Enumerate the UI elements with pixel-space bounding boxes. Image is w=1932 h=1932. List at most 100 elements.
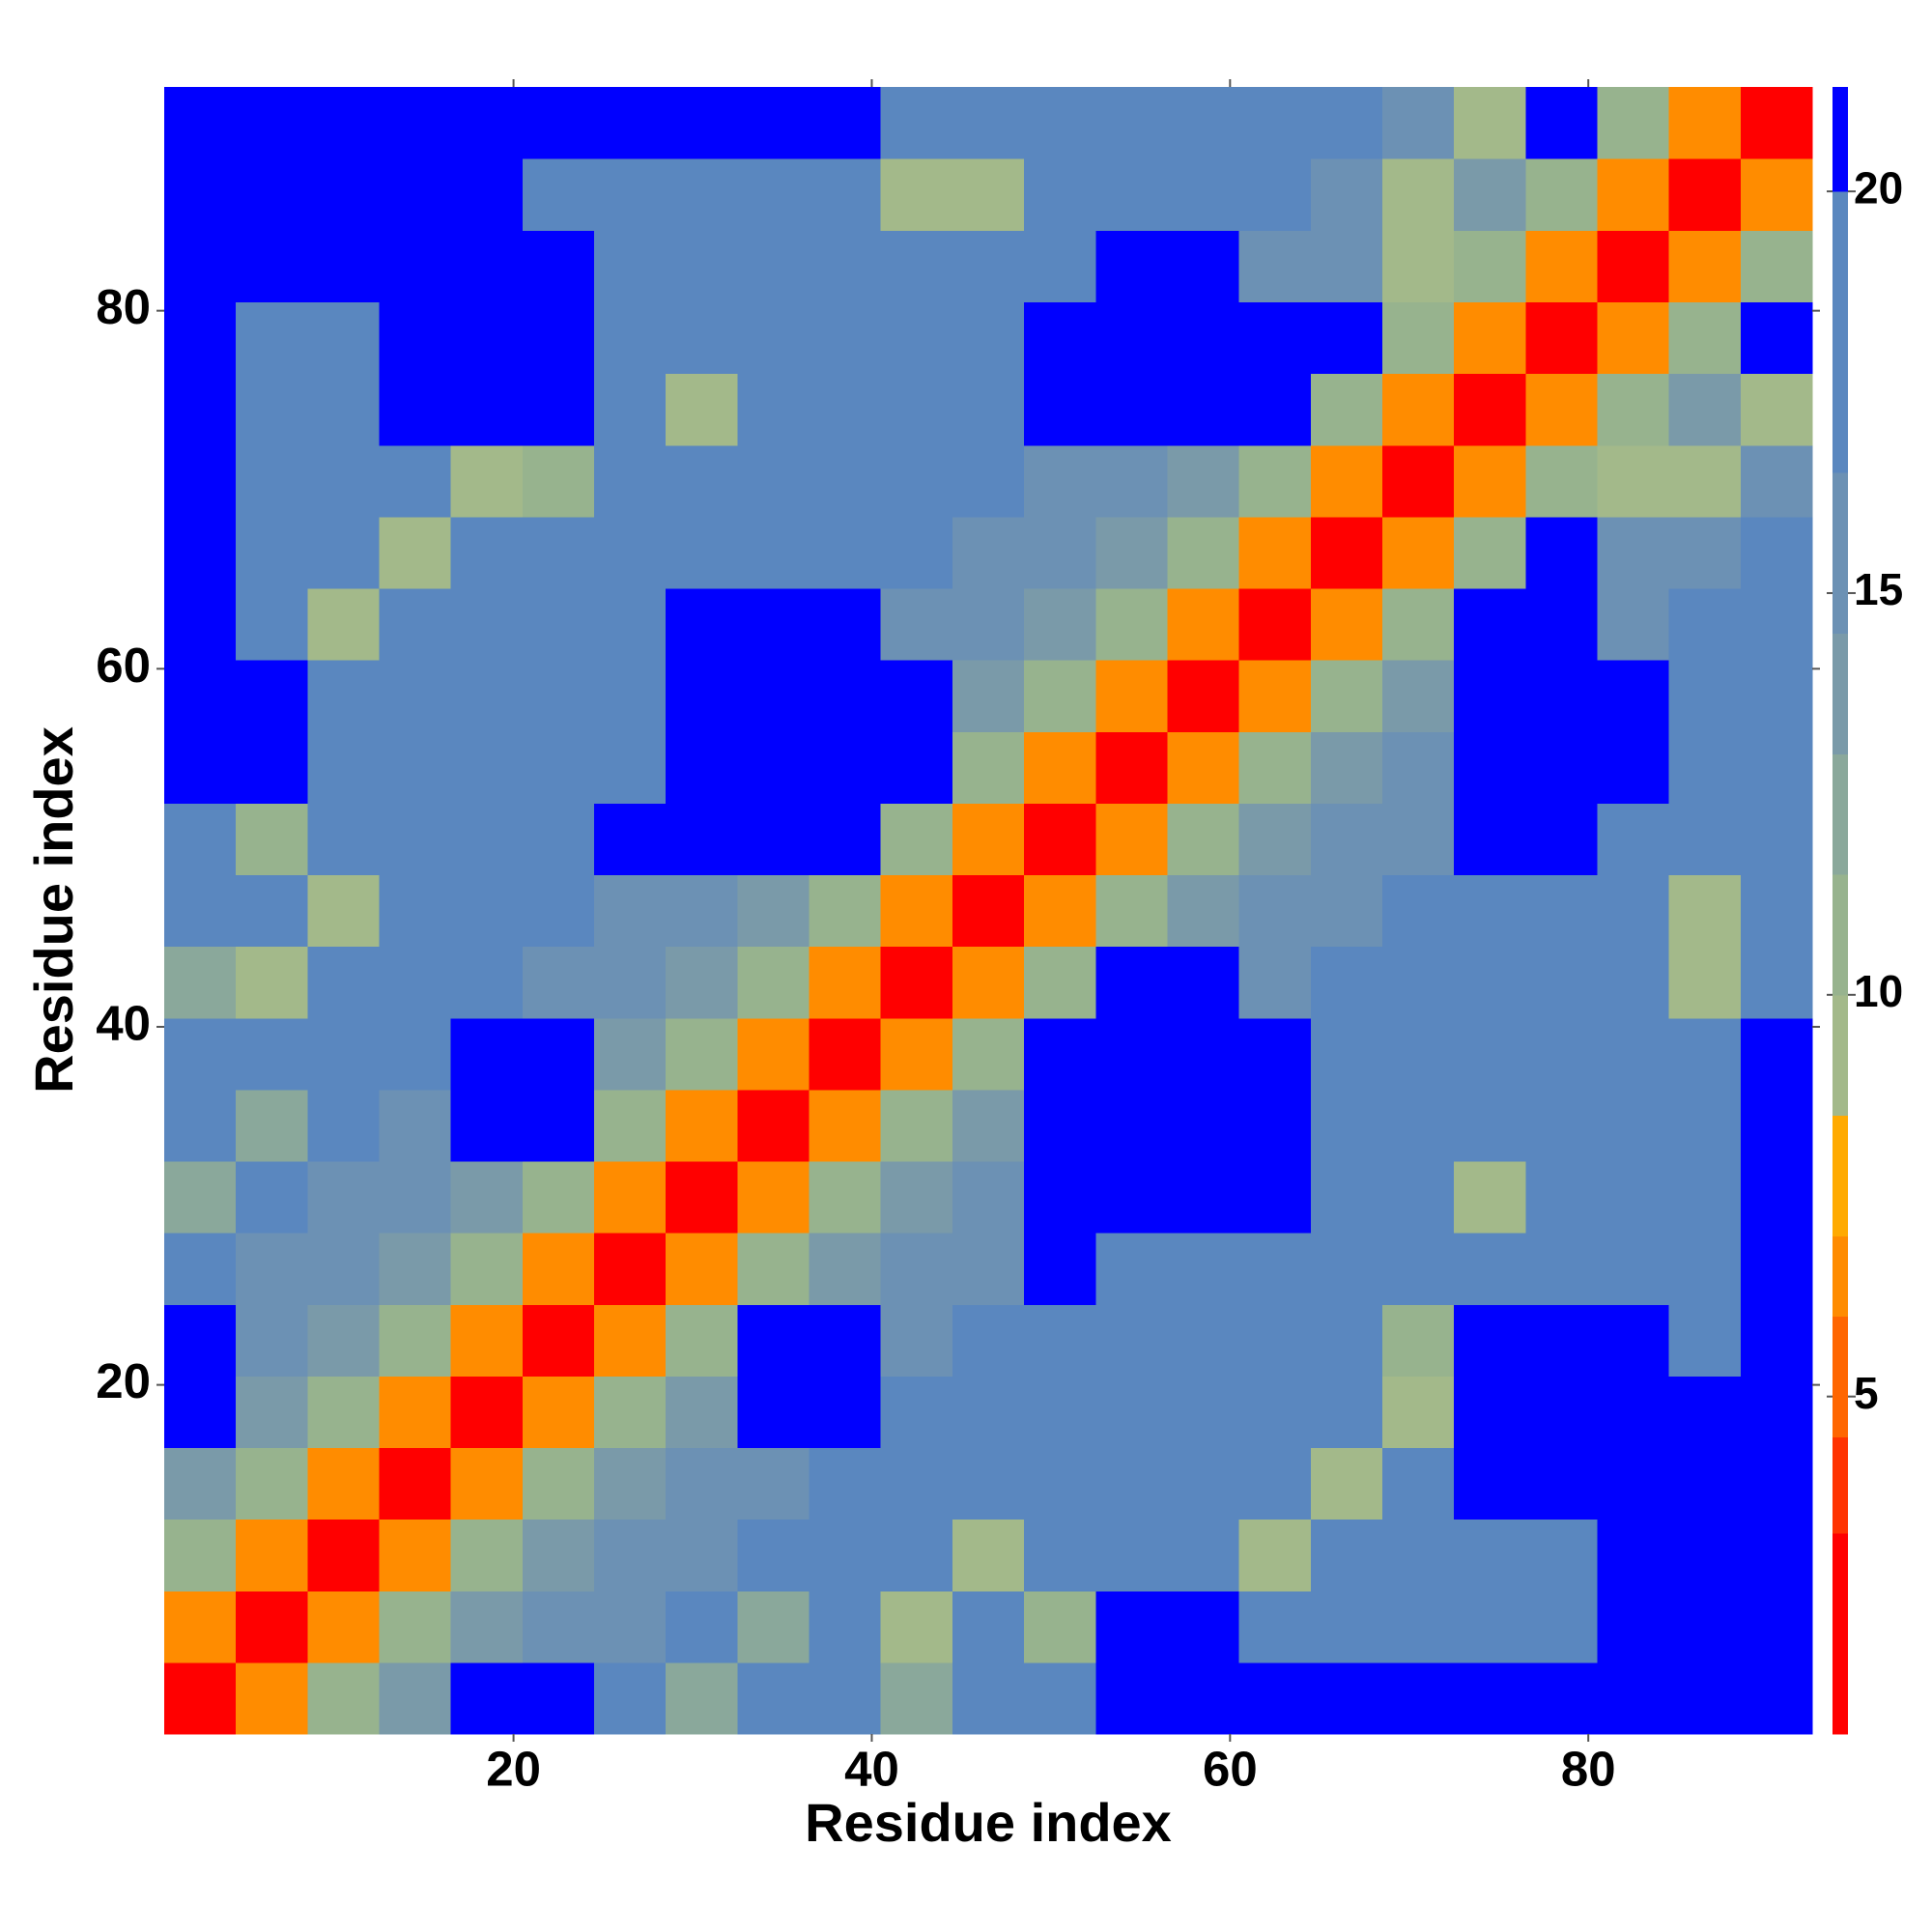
heatmap-cell <box>164 373 237 446</box>
heatmap-cell <box>1597 1662 1670 1735</box>
heatmap-cell <box>1454 1376 1526 1449</box>
heatmap-cell <box>307 1376 381 1449</box>
heatmap-cell <box>1381 587 1455 661</box>
heatmap-cell <box>1095 1590 1169 1663</box>
heatmap-cell <box>379 660 452 732</box>
heatmap-cell <box>737 1662 810 1735</box>
heatmap-cell <box>1310 301 1383 375</box>
heatmap-cell <box>880 803 953 876</box>
heatmap-cell <box>594 946 667 1019</box>
heatmap-cell <box>1238 230 1312 302</box>
heatmap-cell <box>1310 1662 1383 1735</box>
heatmap-cell <box>1668 1447 1742 1520</box>
heatmap-cell <box>952 1017 1025 1091</box>
heatmap-cell <box>1740 731 1813 804</box>
heatmap-cell <box>1095 444 1169 518</box>
heatmap-cell <box>379 1376 452 1449</box>
heatmap-cell <box>164 803 237 876</box>
heatmap-cell <box>1238 874 1312 948</box>
heatmap-cell <box>1310 1233 1383 1305</box>
heatmap-cell <box>1454 1519 1526 1592</box>
heatmap-cell <box>809 1447 882 1520</box>
heatmap-cell <box>1024 1017 1096 1091</box>
heatmap-cell <box>1740 587 1813 661</box>
heatmap-cell <box>522 516 595 589</box>
heatmap-cell <box>307 660 381 732</box>
heatmap-cell <box>1095 301 1169 375</box>
heatmap-cell <box>809 87 882 159</box>
heatmap-cell <box>1024 874 1096 948</box>
heatmap-cell <box>1167 1304 1240 1377</box>
heatmap-cell <box>236 731 308 804</box>
heatmap-cell <box>522 373 595 446</box>
heatmap-cell <box>880 1089 953 1162</box>
heatmap-cell <box>1597 1160 1670 1234</box>
heatmap-cell <box>1597 1089 1670 1162</box>
heatmap-cell <box>1597 301 1670 375</box>
heatmap-cell <box>1454 1160 1526 1234</box>
heatmap-cell <box>1597 803 1670 876</box>
heatmap-cell <box>1167 1519 1240 1592</box>
heatmap-cell <box>1095 946 1169 1019</box>
heatmap-cell <box>952 874 1025 948</box>
heatmap-cell <box>307 1662 381 1735</box>
heatmap-cell <box>1740 1304 1813 1377</box>
heatmap-cell <box>809 731 882 804</box>
heatmap-cell <box>1668 946 1742 1019</box>
heatmap-cell <box>1095 803 1169 876</box>
heatmap-cell <box>1381 230 1455 302</box>
heatmap-cell <box>880 516 953 589</box>
heatmap-cell <box>1238 1233 1312 1305</box>
heatmap-cell <box>1310 158 1383 231</box>
heatmap-cell <box>1597 660 1670 732</box>
heatmap-cell <box>1310 731 1383 804</box>
heatmap-cell <box>164 1089 237 1162</box>
heatmap-cell <box>737 731 810 804</box>
heatmap-cell <box>236 1447 308 1520</box>
heatmap-cell <box>522 1376 595 1449</box>
heatmap-cell <box>809 660 882 732</box>
heatmap-cell <box>1095 1662 1169 1735</box>
heatmap-cell <box>1525 731 1599 804</box>
heatmap-cell <box>880 946 953 1019</box>
heatmap-cell <box>522 946 595 1019</box>
heatmap-cell <box>164 731 237 804</box>
heatmap-cell <box>164 1160 237 1234</box>
heatmap-cell <box>1167 1160 1240 1234</box>
heatmap-cell <box>236 373 308 446</box>
heatmap-cell <box>236 158 308 231</box>
heatmap-cell <box>164 230 237 302</box>
heatmap-cell <box>1310 587 1383 661</box>
heatmap-cell <box>1381 1017 1455 1091</box>
heatmap-cell <box>880 1017 953 1091</box>
heatmap-cell <box>880 158 953 231</box>
heatmap-cell <box>809 1017 882 1091</box>
heatmap-cell <box>1597 731 1670 804</box>
heatmap-cell <box>522 803 595 876</box>
heatmap-cell <box>450 1376 524 1449</box>
heatmap-cell <box>1525 660 1599 732</box>
heatmap-cell <box>1525 230 1599 302</box>
heatmap-cell <box>880 1519 953 1592</box>
heatmap-cell <box>164 1519 237 1592</box>
heatmap-cell <box>1597 1447 1670 1520</box>
heatmap-cell <box>594 301 667 375</box>
heatmap-cell <box>1167 1017 1240 1091</box>
heatmap-cell <box>952 230 1025 302</box>
heatmap-cell <box>1310 516 1383 589</box>
heatmap-cell <box>1740 1590 1813 1663</box>
heatmap-cell <box>164 516 237 589</box>
heatmap-cell <box>1668 1376 1742 1449</box>
heatmap-cell <box>450 301 524 375</box>
heatmap-cell <box>666 1017 738 1091</box>
heatmap-cell <box>236 1662 308 1735</box>
x-tick-label: 80 <box>1561 1741 1616 1796</box>
heatmap-cell <box>1740 1089 1813 1162</box>
heatmap-cell <box>307 373 381 446</box>
heatmap-cell <box>737 158 810 231</box>
heatmap-cell <box>809 230 882 302</box>
heatmap-cell <box>809 373 882 446</box>
heatmap-cell <box>594 158 667 231</box>
heatmap-cell <box>737 1160 810 1234</box>
